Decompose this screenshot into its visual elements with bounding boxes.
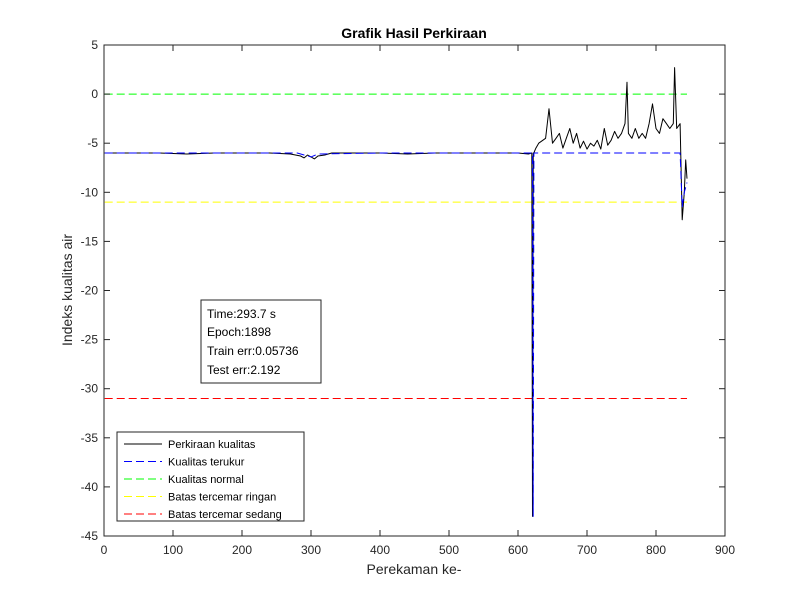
legend-label: Kualitas terukur xyxy=(168,457,245,469)
y-tick-label: 0 xyxy=(91,87,98,101)
x-tick-label: 500 xyxy=(439,543,459,557)
info-box-frame xyxy=(200,299,322,384)
x-tick-label: 800 xyxy=(646,543,666,557)
legend-label: Batas tercemar sedang xyxy=(168,509,282,521)
info-box: Time:293.7 s Epoch:1898 Train err:0.0573… xyxy=(200,299,322,384)
x-tick-label: 300 xyxy=(301,543,321,557)
y-axis-title: Indeks kualitas air xyxy=(59,234,75,346)
y-tick-label: -40 xyxy=(81,480,99,494)
info-epoch: Epoch:1898 xyxy=(207,325,271,339)
y-tick-label: -20 xyxy=(81,284,99,298)
info-test-err: Test err:2.192 xyxy=(207,363,281,377)
legend-frame xyxy=(116,431,305,522)
y-tick-label: -30 xyxy=(81,382,99,396)
legend-label: Batas tercemar ringan xyxy=(168,492,276,504)
chart-title: Grafik Hasil Perkiraan xyxy=(341,25,487,41)
info-time: Time:293.7 s xyxy=(207,307,276,321)
ticks-layer: 0 100 200 300 400 500 600 700 800 900 5 0 -5 -10 -15 -2… xyxy=(81,38,736,557)
x-tick-label: 600 xyxy=(508,543,528,557)
x-axis-title: Perekaman ke- xyxy=(367,561,462,577)
x-tick-label: 100 xyxy=(163,543,183,557)
legend-label: Perkiraan kualitas xyxy=(168,439,256,451)
series-layer xyxy=(104,67,688,517)
x-tick-label: 700 xyxy=(577,543,597,557)
x-tick-label: 400 xyxy=(370,543,390,557)
x-tick-label: 900 xyxy=(715,543,735,557)
y-tick-label: -5 xyxy=(87,136,98,150)
x-tick-label: 0 xyxy=(101,543,108,557)
y-tick-label: -25 xyxy=(81,333,99,347)
y-tick-label: -15 xyxy=(81,234,99,248)
series-line-kualitas-terukur xyxy=(104,152,688,517)
info-train-err: Train err:0.05736 xyxy=(207,344,299,358)
legend-label: Kualitas normal xyxy=(168,474,244,486)
y-tick-label: -45 xyxy=(81,529,99,543)
y-tick-label: -35 xyxy=(81,431,99,445)
x-tick-label: 200 xyxy=(232,543,252,557)
legend: Perkiraan kualitas Kualitas terukur Kualit… xyxy=(116,431,305,522)
series-line-perkiraan-kualitas xyxy=(104,67,688,517)
y-tick-label: 5 xyxy=(91,38,98,52)
y-tick-label: -10 xyxy=(81,185,99,199)
legend-items: Perkiraan kualitas Kualitas terukur Kualit… xyxy=(124,439,282,521)
